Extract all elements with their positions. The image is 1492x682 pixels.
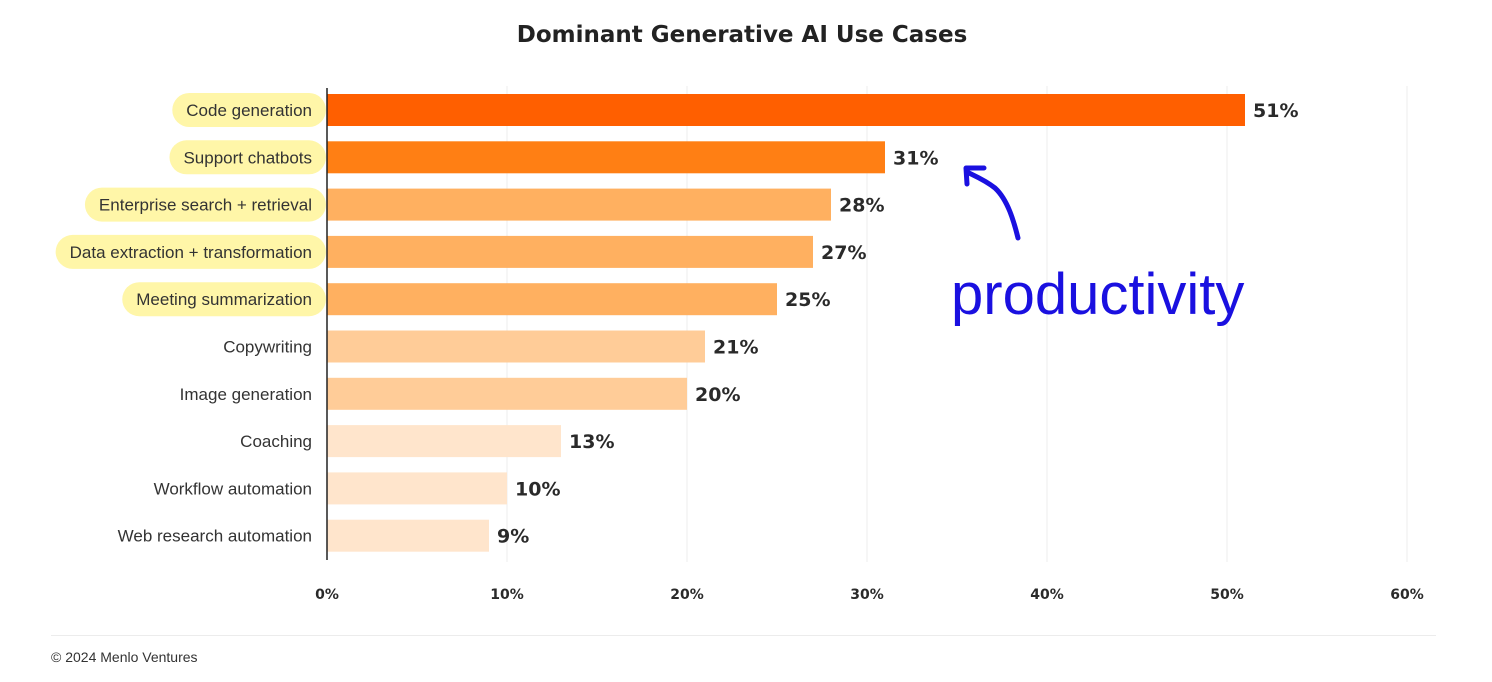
value-label: 9%	[497, 526, 529, 548]
arrow-icon	[964, 169, 1021, 241]
category-label: Image generation	[180, 385, 312, 404]
bar	[327, 519, 489, 552]
bars	[327, 94, 1245, 552]
bar	[327, 377, 687, 410]
x-axis-ticks: 0% 10% 20% 30% 40% 50% 60%	[315, 587, 1424, 603]
category-label: Enterprise search + retrieval	[99, 196, 312, 215]
category-label: Copywriting	[223, 338, 312, 357]
value-label: 21%	[713, 337, 758, 359]
label-highlights	[55, 93, 326, 317]
label-highlight	[55, 234, 326, 269]
category-label: Coaching	[240, 432, 312, 451]
label-highlight	[169, 140, 326, 175]
value-labels: 51% 31% 28% 27% 25% 21% 20% 13% 10% 9%	[497, 100, 1298, 548]
label-highlight	[84, 187, 326, 222]
category-label: Workflow automation	[154, 479, 312, 498]
category-label: Data extraction + transformation	[70, 243, 312, 262]
value-label: 51%	[1253, 100, 1298, 122]
value-label: 28%	[839, 195, 884, 217]
bar	[327, 188, 831, 221]
bar	[327, 235, 813, 268]
label-highlight	[172, 93, 326, 127]
annotation-text: productivity	[951, 262, 1244, 327]
value-label: 25%	[785, 289, 830, 311]
footer-divider	[51, 635, 1436, 636]
category-label: Support chatbots	[183, 148, 312, 167]
bar	[327, 141, 885, 174]
x-tick-label: 30%	[850, 587, 884, 603]
x-tick-label: 50%	[1210, 587, 1244, 603]
bar-chart: Dominant Generative AI Use Cases Code ge…	[55, 22, 1424, 603]
category-label: Web research automation	[118, 527, 312, 546]
x-tick-label: 60%	[1390, 587, 1424, 603]
x-tick-label: 20%	[670, 587, 704, 603]
x-tick-label: 0%	[315, 587, 339, 603]
chart-title: Dominant Generative AI Use Cases	[517, 22, 968, 48]
bar	[327, 472, 507, 505]
value-label: 31%	[893, 147, 938, 169]
bar	[327, 425, 561, 458]
value-label: 20%	[695, 384, 740, 406]
bar	[327, 283, 777, 316]
x-tick-label: 40%	[1030, 587, 1064, 603]
copyright-text: © 2024 Menlo Ventures	[51, 649, 198, 665]
bar	[327, 94, 1245, 126]
value-label: 10%	[515, 478, 560, 500]
x-tick-label: 10%	[490, 587, 524, 603]
category-labels: Code generation Support chatbots Enterpris…	[70, 101, 312, 546]
annotation: productivity	[951, 165, 1244, 327]
category-label: Code generation	[186, 101, 312, 120]
value-label: 27%	[821, 242, 866, 264]
category-label: Meeting summarization	[136, 290, 312, 309]
value-label: 13%	[569, 431, 614, 453]
label-highlight	[122, 282, 326, 317]
bar	[327, 330, 705, 363]
arrow-head-icon	[963, 165, 987, 187]
